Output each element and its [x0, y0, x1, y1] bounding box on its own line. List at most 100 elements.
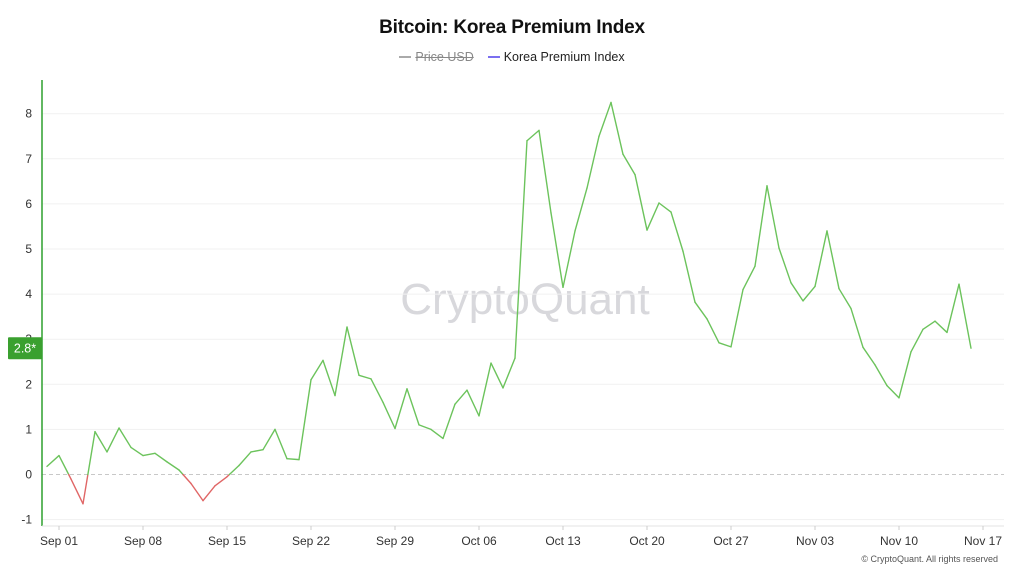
series-line-segment [118, 427, 132, 449]
series-line-segment [310, 359, 324, 381]
data-point[interactable] [741, 288, 745, 292]
data-point[interactable] [561, 285, 565, 289]
data-point[interactable] [585, 186, 589, 190]
data-point[interactable] [645, 228, 649, 232]
data-point[interactable] [81, 502, 85, 506]
data-point[interactable] [885, 384, 889, 388]
series-line-segment [562, 230, 576, 289]
legend-swatch-korea-premium-index [487, 56, 500, 58]
data-point[interactable] [225, 475, 229, 479]
data-point[interactable] [897, 396, 901, 400]
data-point[interactable] [357, 373, 361, 377]
data-point[interactable] [633, 173, 637, 177]
data-point[interactable] [297, 458, 301, 462]
data-point[interactable] [201, 499, 205, 503]
data-point[interactable] [801, 299, 805, 303]
data-point[interactable] [837, 287, 841, 291]
data-point[interactable] [933, 319, 937, 323]
series-line-segment [958, 283, 972, 349]
data-point[interactable] [873, 363, 877, 367]
data-point[interactable] [681, 249, 685, 253]
data-point[interactable] [165, 460, 169, 464]
data-point[interactable] [777, 246, 781, 250]
data-point[interactable] [705, 317, 709, 321]
data-point[interactable] [417, 423, 421, 427]
series-line-segment [646, 202, 660, 231]
data-point[interactable] [969, 346, 973, 350]
data-point[interactable] [597, 134, 601, 138]
data-point[interactable] [501, 386, 505, 390]
data-point[interactable] [261, 448, 265, 452]
data-point[interactable] [957, 282, 961, 286]
data-point[interactable] [441, 436, 445, 440]
series-line-segment [202, 485, 216, 502]
legend-item-korea-premium-index[interactable]: Korea Premium Index [487, 50, 625, 64]
data-point[interactable] [549, 211, 553, 215]
data-point[interactable] [657, 201, 661, 205]
data-point[interactable] [273, 427, 277, 431]
series-line-segment [574, 187, 588, 232]
data-point[interactable] [465, 388, 469, 392]
data-point[interactable] [345, 325, 349, 329]
data-point[interactable] [309, 378, 313, 382]
data-point[interactable] [669, 210, 673, 214]
data-point[interactable] [453, 402, 457, 406]
data-point[interactable] [321, 358, 325, 362]
series-line-segment [67, 473, 72, 480]
series-line-segment [934, 320, 948, 334]
x-tick-label: Sep 01 [40, 534, 78, 548]
data-point[interactable] [909, 350, 913, 354]
data-point[interactable] [849, 307, 853, 311]
series-line-segment [826, 230, 840, 290]
series-line-segment [178, 469, 184, 476]
data-point[interactable] [921, 327, 925, 331]
data-point[interactable] [525, 139, 529, 143]
data-point[interactable] [141, 454, 145, 458]
data-point[interactable] [249, 450, 253, 454]
series-line-segment [430, 428, 444, 440]
data-point[interactable] [177, 468, 181, 472]
legend-label-price-usd: Price USD [415, 50, 474, 64]
data-point[interactable] [825, 229, 829, 233]
data-point[interactable] [369, 377, 373, 381]
data-point[interactable] [729, 345, 733, 349]
data-point[interactable] [573, 229, 577, 233]
data-point[interactable] [285, 457, 289, 461]
legend-item-price-usd[interactable]: Price USD [399, 50, 474, 64]
data-point[interactable] [333, 394, 337, 398]
series-line-segment [850, 307, 864, 349]
data-point[interactable] [489, 361, 493, 365]
x-tick-label: Oct 06 [461, 534, 497, 548]
data-point[interactable] [753, 264, 757, 268]
data-point[interactable] [117, 426, 121, 430]
data-point[interactable] [537, 128, 541, 132]
data-point[interactable] [405, 387, 409, 391]
data-point[interactable] [945, 330, 949, 334]
series-line-segment [250, 448, 264, 453]
data-point[interactable] [45, 464, 49, 468]
data-point[interactable] [105, 450, 109, 454]
data-point[interactable] [477, 414, 481, 418]
data-point[interactable] [717, 341, 721, 345]
data-point[interactable] [129, 445, 133, 449]
data-point[interactable] [213, 484, 217, 488]
data-point[interactable] [393, 426, 397, 430]
data-point[interactable] [861, 345, 865, 349]
data-point[interactable] [765, 184, 769, 188]
data-point[interactable] [513, 356, 517, 360]
data-point[interactable] [153, 451, 157, 455]
data-point[interactable] [789, 281, 793, 285]
series-line-segment [766, 185, 780, 249]
data-point[interactable] [693, 300, 697, 304]
data-point[interactable] [237, 463, 241, 467]
data-point[interactable] [93, 430, 97, 434]
data-point[interactable] [69, 477, 73, 481]
data-point[interactable] [381, 400, 385, 404]
data-point[interactable] [621, 152, 625, 156]
data-point[interactable] [609, 100, 613, 104]
data-point[interactable] [189, 482, 193, 486]
data-point[interactable] [57, 454, 61, 458]
data-point[interactable] [429, 427, 433, 431]
data-point[interactable] [813, 284, 817, 288]
